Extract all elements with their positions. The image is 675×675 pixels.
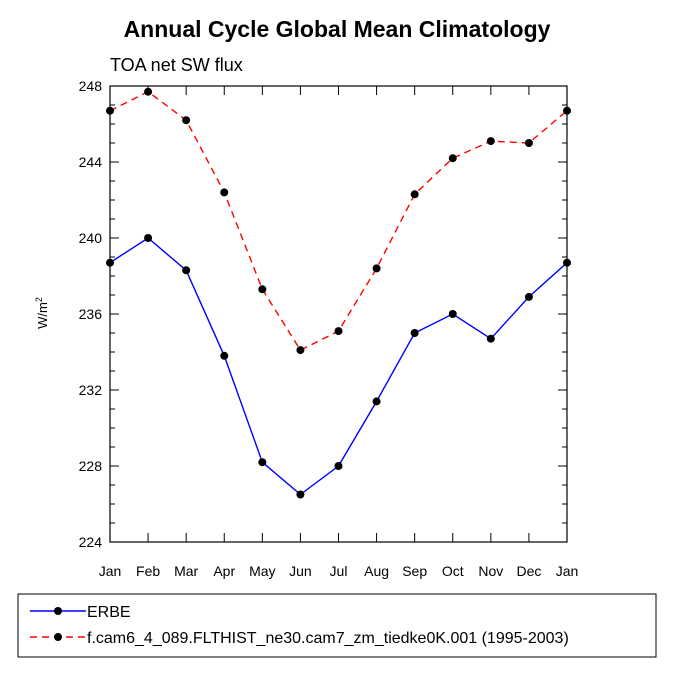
data-point (372, 397, 381, 406)
data-point (524, 292, 533, 301)
data-point (296, 490, 305, 499)
x-tick-label: Jun (289, 563, 312, 579)
y-tick-label: 228 (79, 458, 103, 474)
data-point (563, 258, 571, 267)
x-tick-label: Mar (174, 563, 198, 579)
data-point (296, 346, 305, 355)
plot-frame (109, 85, 568, 543)
y-tick-label: 244 (79, 154, 103, 170)
data-point (220, 351, 229, 360)
y-tick-label: 232 (79, 382, 103, 398)
y-tick-label: 240 (79, 230, 103, 246)
y-tick-labels: 224 228 232 236 240 244 248 (79, 78, 103, 550)
data-point (182, 266, 191, 275)
series-layer (106, 87, 571, 499)
data-point (448, 310, 457, 318)
data-point (106, 106, 114, 115)
data-point (524, 139, 533, 147)
x-tick-label: Apr (213, 563, 235, 579)
y-tick-label: 224 (79, 534, 103, 550)
x-tick-label: Dec (516, 563, 541, 579)
data-point (448, 154, 457, 163)
x-tick-label: Oct (442, 563, 464, 579)
data-point (334, 462, 343, 470)
data-point (144, 87, 153, 96)
series-line-2 (109, 90, 568, 352)
data-point (486, 137, 495, 146)
x-tick-label: Feb (136, 563, 160, 579)
data-point (563, 106, 571, 115)
legend-marker (54, 633, 62, 641)
x-tick-label: Jan (99, 563, 122, 579)
x-tick-label: Sep (402, 563, 427, 579)
x-tick-label: Nov (478, 563, 503, 579)
data-point (410, 190, 419, 199)
x-tick-label: Jul (330, 563, 348, 579)
data-point (182, 116, 191, 125)
x-tick-label: Jan (556, 563, 579, 579)
y-tick-label: 236 (79, 306, 103, 322)
x-tick-label: May (249, 563, 275, 579)
legend-label-2: f.cam6_4_089.FLTHIST_ne30.cam7_zm_tiedke… (87, 630, 569, 647)
data-point (410, 329, 419, 337)
y-axis-label: W/m2 (34, 297, 50, 329)
data-point (144, 234, 153, 242)
data-point (220, 188, 229, 197)
x-tick-label: Aug (364, 563, 389, 579)
data-point (372, 264, 381, 273)
axis-ticks (109, 85, 568, 543)
data-point (486, 334, 495, 343)
data-point (334, 327, 343, 336)
data-point (258, 285, 267, 294)
data-point (258, 458, 267, 467)
chart-subtitle: TOA net SW flux (110, 55, 243, 75)
data-point (106, 258, 114, 267)
legend: ERBE f.cam6_4_089.FLTHIST_ne30.cam7_zm_ti… (30, 604, 569, 647)
legend-label-1: ERBE (87, 604, 131, 621)
x-tick-labels: Jan Feb Mar Apr May Jun Jul Aug Sep Oct Nov Dec Jan (99, 563, 579, 579)
y-tick-label: 248 (79, 78, 103, 94)
legend-marker (54, 607, 62, 615)
chart-title: Annual Cycle Global Mean Climatology (124, 16, 551, 42)
series-line-1 (109, 237, 568, 496)
legend-box (17, 593, 657, 658)
